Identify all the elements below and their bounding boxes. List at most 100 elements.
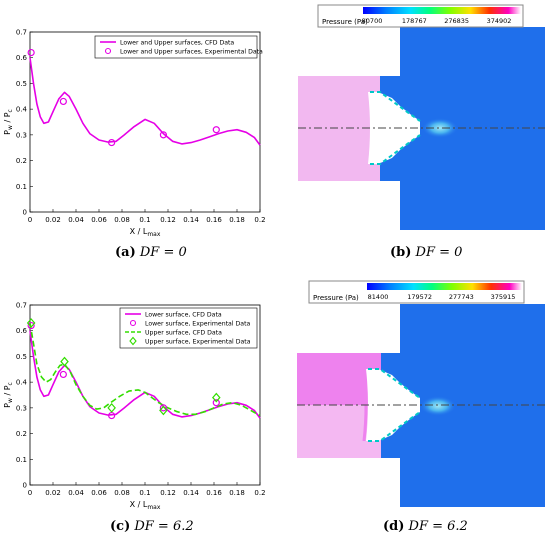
caption-letter: (c) [110, 519, 131, 534]
legend-label: Lower and Upper surfaces, Experimental D… [120, 49, 263, 56]
legend [94, 35, 258, 59]
x-tick-label: 0.12 [160, 489, 176, 497]
shear-layer-upper [370, 91, 421, 122]
pressure-contour-b: Pressure (Pa) 80700 178767 276835 374902 [298, 4, 545, 230]
colorbar-tick-label: 375915 [491, 293, 516, 301]
caption-text: DF = 6.2 [408, 519, 468, 534]
x-tick-label: 0.14 [183, 489, 199, 497]
legend-label: Lower and Upper surfaces, CFD Data [120, 40, 234, 47]
caption-d: (d) DF = 6.2 [383, 519, 468, 534]
x-tick-label: 0.1 [139, 489, 150, 497]
data-point [159, 131, 167, 139]
data-point [107, 402, 116, 413]
x-tick-label: 0.2 [254, 216, 265, 224]
caption-text: DF = 6.2 [134, 519, 194, 534]
x-tick-label: 0.12 [160, 216, 176, 224]
colorbar-tick-label: 178767 [402, 17, 427, 25]
y-tick-label: 0.5 [16, 80, 27, 88]
legend-swatch [129, 336, 137, 346]
x-tick-label: 0.04 [68, 489, 84, 497]
x-tick-label: 0.04 [68, 216, 84, 224]
x-tick-label: 0.08 [114, 489, 130, 497]
y-tick-label: 0.4 [16, 106, 28, 114]
caption-text: DF = 0 [415, 245, 463, 260]
data-point [59, 370, 67, 379]
x-tick-label: 0.06 [91, 489, 107, 497]
x-tick-label: 0.16 [206, 489, 222, 497]
pressure-contour-d: Pressure (Pa) 81400 179572 277743 375915 [297, 280, 545, 507]
data-point [27, 321, 35, 330]
colorbar-tick-label: 276835 [444, 17, 469, 25]
y-tick-label: 0.7 [16, 302, 27, 310]
colorbar-label: Pressure (Pa) [322, 18, 368, 26]
x-tick-label: 0.02 [45, 489, 61, 497]
shear-layer-upper [368, 368, 421, 399]
y-tick-label: 0.6 [16, 54, 28, 62]
y-tick-label: 0.4 [16, 379, 28, 387]
data-point [108, 138, 116, 147]
data-point [212, 399, 220, 407]
y-tick-label: 0.1 [16, 183, 27, 191]
caption-letter: (d) [383, 519, 405, 534]
series-line [29, 322, 261, 417]
data-point [26, 318, 36, 328]
legend-swatch [104, 47, 112, 55]
legend-label: Lower surface, CFD Data [145, 312, 222, 319]
colorbar-tick-label: 277743 [449, 293, 474, 301]
x-tick-label: 0.1 [139, 216, 150, 224]
x-tick-label: 0.02 [45, 216, 61, 224]
y-tick-label: 0 [23, 482, 27, 490]
plot-area [29, 31, 261, 213]
pressure-chart-c: 0 0.02 0.04 0.06 0.08 0.1 0.12 0.14 0.16 0.18 0.2 0… [3, 302, 266, 512]
data-point [159, 404, 167, 412]
y-tick-label: 0.3 [16, 131, 27, 139]
pressure-chart-a: 0 0.02 0.04 0.06 0.08 0.1 0.12 0.14 0.16 0.18 0.2 0… [3, 29, 266, 239]
jet-core [420, 396, 456, 416]
x-tick-label: 0 [28, 489, 32, 497]
colorbar-tick-label: 80700 [362, 17, 383, 25]
y-tick-label: 0.7 [16, 29, 27, 37]
x-tick-label: 0.08 [114, 216, 130, 224]
x-axis-label: X / Lmax [130, 500, 161, 511]
x-tick-label: 0.18 [229, 216, 245, 224]
y-tick-label: 0.6 [16, 327, 28, 335]
caption-letter: (b) [390, 245, 412, 260]
data-point [212, 126, 220, 134]
colorbar-tick-label: 179572 [407, 293, 432, 301]
data-point [27, 48, 35, 57]
y-tick-label: 0.2 [16, 430, 27, 438]
data-point [59, 97, 67, 106]
caption-b: (b) DF = 0 [390, 245, 462, 260]
caption-c: (c) DF = 6.2 [110, 519, 194, 534]
data-point [212, 392, 221, 403]
legend-swatch [129, 319, 137, 327]
jet-core [422, 118, 458, 138]
data-point [159, 405, 168, 416]
x-tick-label: 0.18 [229, 489, 245, 497]
colorbar-tick-label: 374902 [487, 17, 512, 25]
colorbar-tick-label: 81400 [368, 293, 389, 301]
y-tick-label: 0.1 [16, 456, 27, 464]
caption-a: (a) DF = 0 [115, 245, 187, 260]
y-tick-label: 0 [23, 209, 27, 217]
legend-label: Upper surface, CFD Data [145, 330, 222, 337]
x-tick-label: 0.06 [91, 216, 107, 224]
y-tick-label: 0.2 [16, 157, 27, 165]
x-axis-label: X / Lmax [130, 227, 161, 238]
x-tick-label: 0 [28, 216, 32, 224]
legend-label: Lower surface, Experimental Data [145, 321, 251, 328]
y-axis-label: Pw / Pc [3, 109, 14, 135]
y-tick-label: 0.5 [16, 353, 27, 361]
y-axis-label: Pw / Pc [3, 382, 14, 408]
legend-label: Upper surface, Experimental Data [145, 339, 251, 346]
shear-layer-lower [368, 411, 421, 442]
series-line [29, 330, 261, 419]
colorbar [363, 7, 521, 14]
caption-letter: (a) [115, 245, 136, 260]
colorbar [367, 283, 522, 290]
caption-text: DF = 0 [139, 245, 187, 260]
colorbar-label: Pressure (Pa) [313, 294, 359, 302]
legend [119, 307, 258, 349]
shear-layer-lower [370, 134, 421, 165]
